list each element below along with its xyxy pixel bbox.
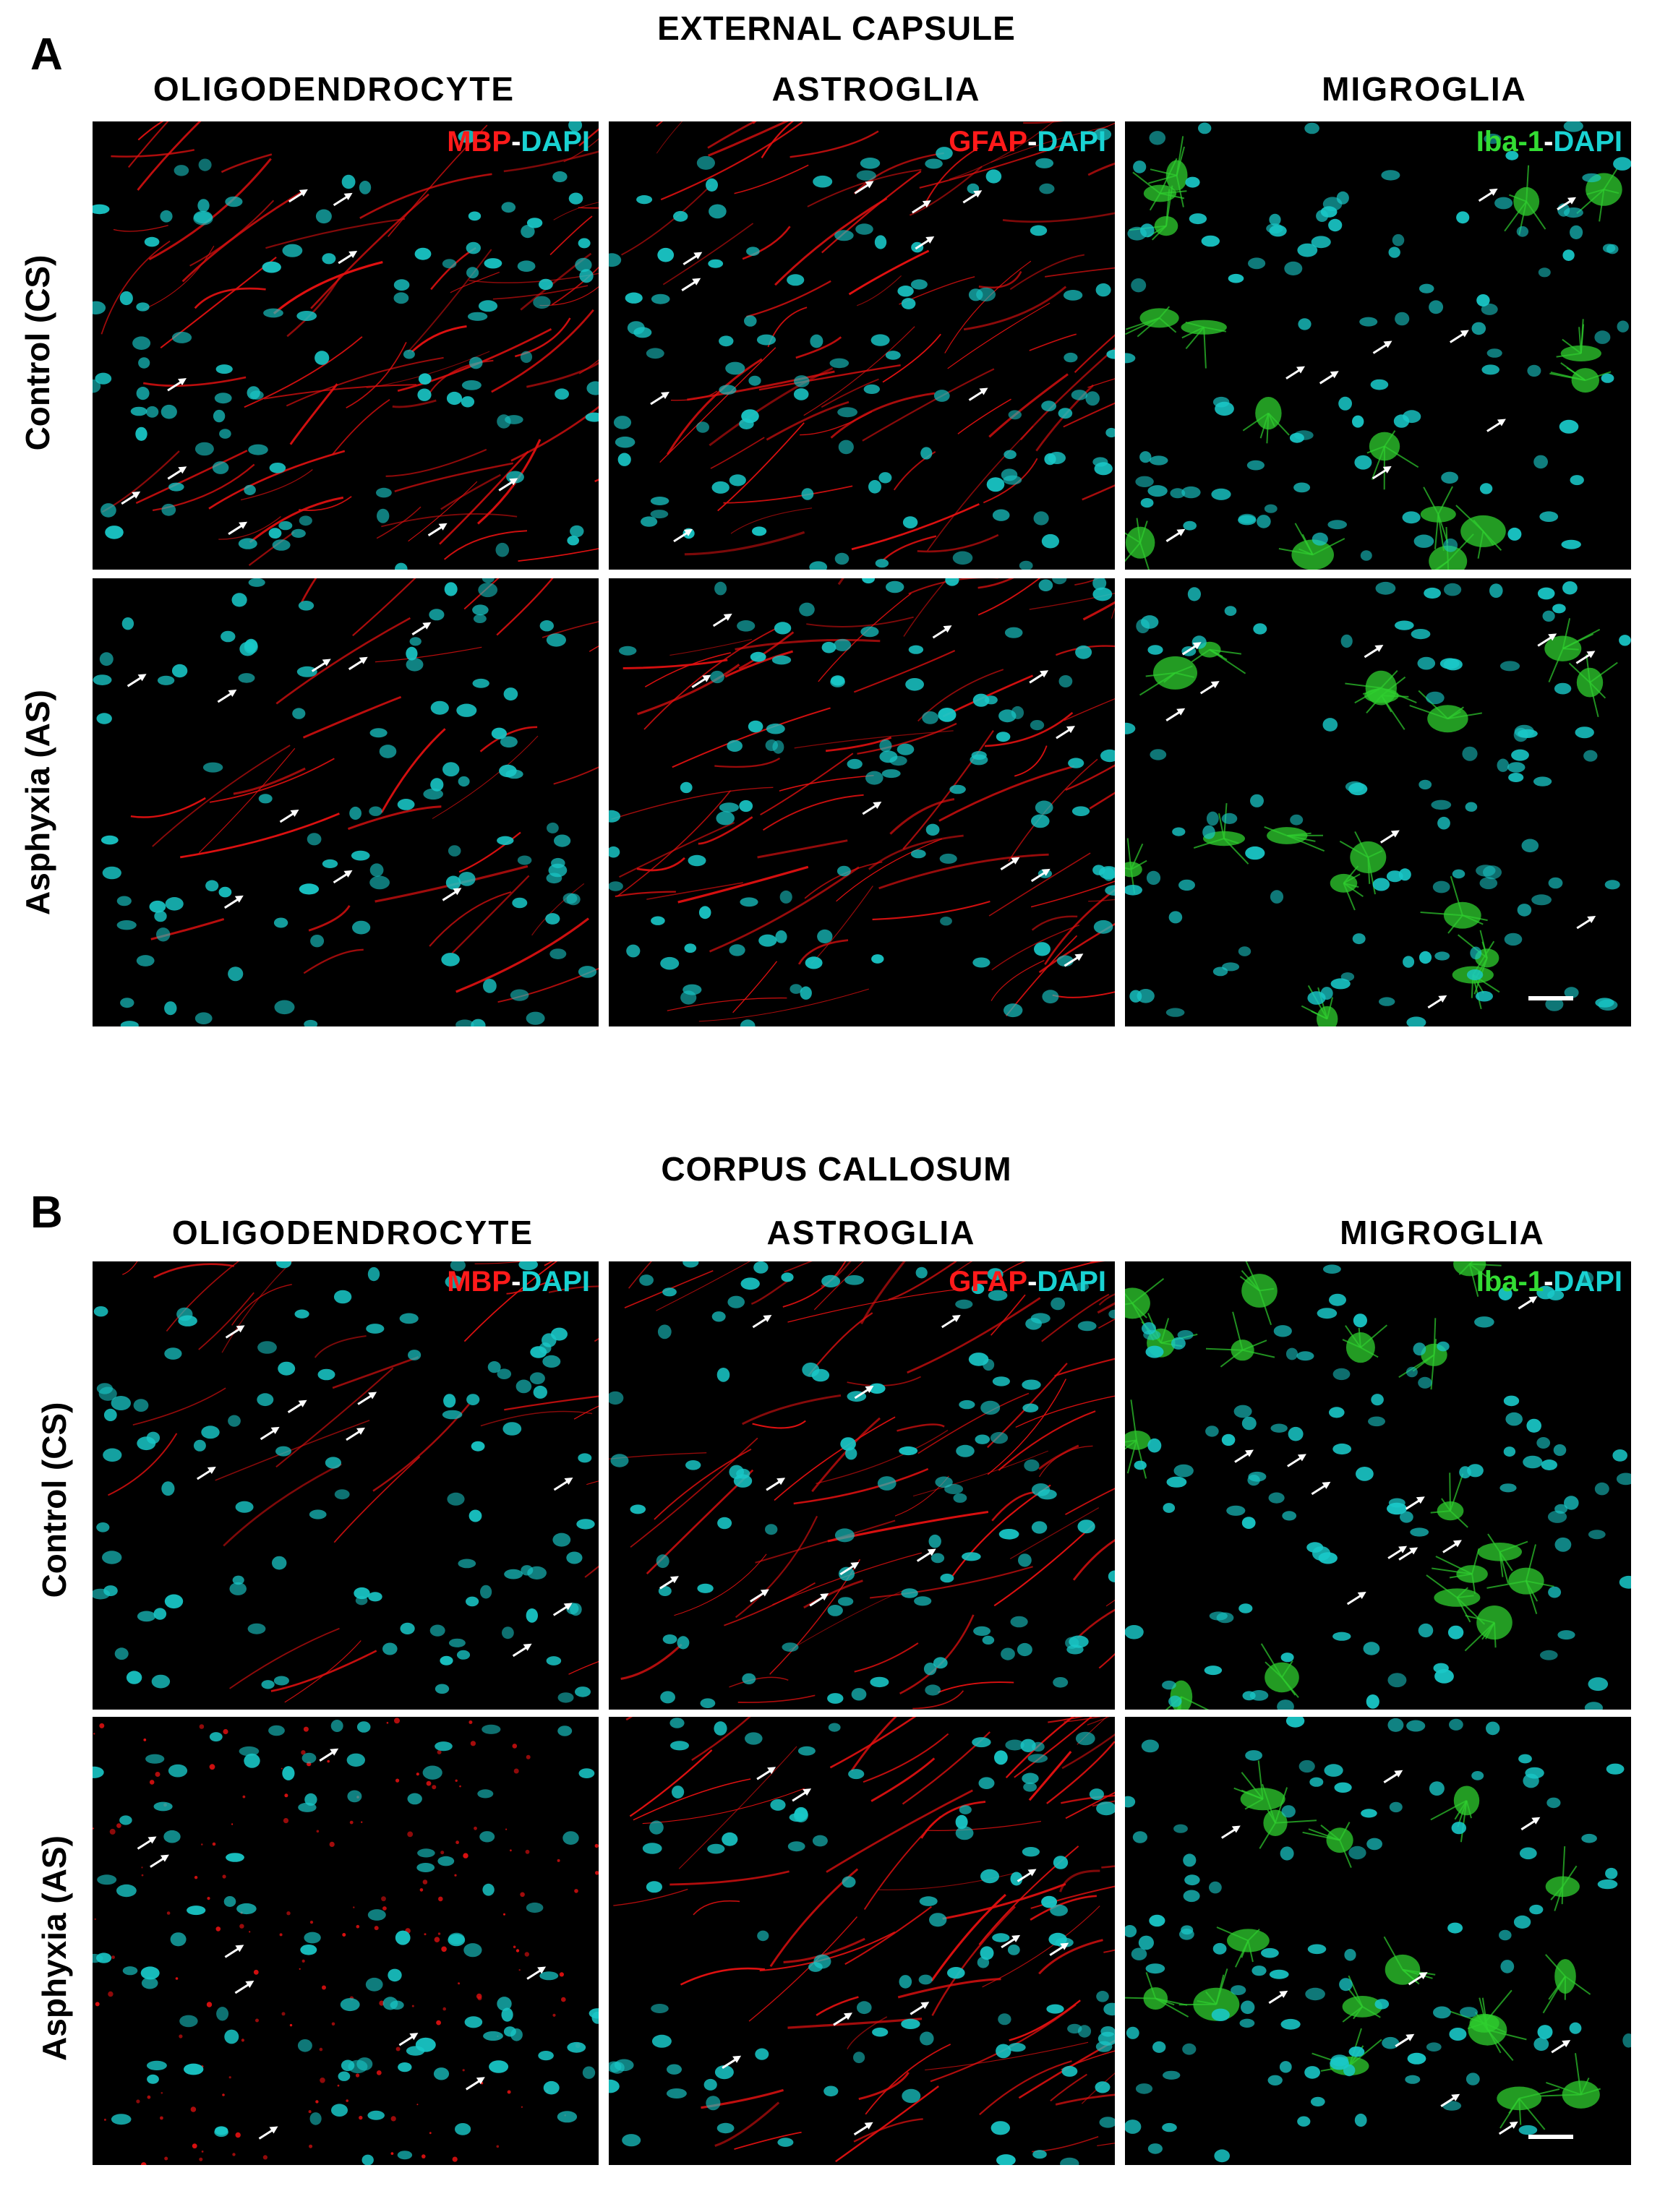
- micrograph-ec-asphyxia-iba1: [1125, 578, 1631, 1026]
- scale-bar: [1528, 996, 1573, 1000]
- panel-letter-b: B: [30, 1188, 63, 1238]
- column-heading-migroglia: MIGROGLIA: [1322, 70, 1527, 108]
- panel-letter-a: A: [30, 30, 63, 80]
- micrograph-ec-asphyxia-mbp: [93, 578, 599, 1026]
- row-label-asphyxia: Asphyxia (AS): [19, 690, 56, 915]
- stain-label: MBP-DAPI: [447, 126, 590, 158]
- micrograph-cc-control-mbp: MBP-DAPI: [93, 1261, 599, 1710]
- micrograph-ec-control-iba1: Iba-1-DAPI: [1125, 121, 1631, 570]
- section-title-external-capsule: EXTERNAL CAPSULE: [657, 9, 1016, 47]
- stain-label: Iba-1-DAPI: [1476, 126, 1622, 158]
- row-label-control: Control (CS): [19, 254, 56, 451]
- stain-label: Iba-1-DAPI: [1476, 1266, 1622, 1298]
- micrograph-ec-control-gfap: GFAP-DAPI: [609, 121, 1115, 570]
- column-heading-oligodendrocyte: OLIGODENDROCYTE: [153, 70, 515, 108]
- column-heading-astroglia: ASTROGLIA: [766, 1214, 976, 1251]
- section-title-corpus-callosum: CORPUS CALLOSUM: [661, 1150, 1012, 1188]
- column-heading-oligodendrocyte: OLIGODENDROCYTE: [171, 1214, 534, 1251]
- stain-label: GFAP-DAPI: [949, 1266, 1106, 1298]
- micrograph-cc-asphyxia-iba1: [1125, 1717, 1631, 2165]
- micrograph-ec-control-mbp: MBP-DAPI: [93, 121, 599, 570]
- micrograph-cc-asphyxia-gfap: [609, 1717, 1115, 2165]
- micrograph-cc-control-iba1: Iba-1-DAPI: [1125, 1261, 1631, 1710]
- scale-bar: [1528, 2135, 1573, 2139]
- stain-label: MBP-DAPI: [447, 1266, 590, 1298]
- micrograph-cc-control-gfap: GFAP-DAPI: [609, 1261, 1115, 1710]
- column-heading-migroglia: MIGROGLIA: [1340, 1214, 1545, 1251]
- row-label-asphyxia: Asphyxia (AS): [35, 1835, 73, 2061]
- stain-label: GFAP-DAPI: [949, 126, 1106, 158]
- micrograph-cc-asphyxia-mbp: [93, 1717, 599, 2165]
- row-label-control: Control (CS): [35, 1402, 73, 1598]
- column-heading-astroglia: ASTROGLIA: [771, 70, 981, 108]
- micrograph-ec-asphyxia-gfap: [609, 578, 1115, 1026]
